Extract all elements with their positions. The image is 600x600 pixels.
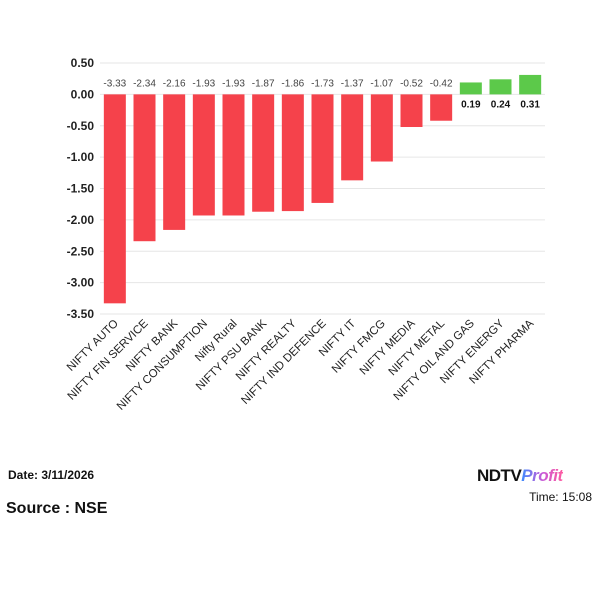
data-label: -1.86: [281, 78, 304, 89]
y-tick-label: -3.00: [67, 276, 95, 290]
data-label: -1.73: [311, 78, 334, 89]
data-label: -2.16: [163, 78, 186, 89]
bar: [133, 94, 156, 242]
data-label: 0.31: [520, 99, 540, 110]
bar: [519, 74, 542, 95]
x-tick-label: NIFTY AUTO: [65, 318, 121, 374]
y-tick-label: -1.50: [67, 182, 95, 196]
logo-ndtv: NDTV: [477, 466, 522, 485]
date-label: Date: 3/11/2026: [8, 468, 95, 482]
bar: [459, 82, 482, 95]
bar: [163, 94, 186, 230]
bar: [341, 94, 364, 181]
y-tick-label: -0.50: [67, 119, 95, 133]
bar: [311, 94, 334, 203]
bar-chart: 0.50 0.00 -0.50 -1.00 -1.50 -2.00 -2.50 -3.00 -3…: [65, 56, 545, 413]
data-label: -1.93: [222, 78, 245, 89]
data-label: -1.37: [341, 78, 364, 89]
bar: [370, 94, 393, 162]
y-tick-label: -1.00: [67, 150, 95, 164]
data-label: -1.87: [252, 78, 275, 89]
bar: [103, 94, 126, 304]
data-label: -3.33: [103, 78, 126, 89]
ndtv-profit-logo: NDTVProfit: [477, 466, 563, 486]
data-label: -0.42: [430, 78, 453, 89]
time-label: Time: 15:08: [529, 490, 592, 504]
y-tick-label: -2.50: [67, 244, 95, 258]
data-label: -1.07: [370, 78, 393, 89]
y-tick-label: 0.50: [71, 56, 95, 70]
data-label: 0.19: [461, 99, 481, 110]
y-tick-label: -2.00: [67, 213, 95, 227]
bar: [252, 94, 275, 212]
bar: [489, 79, 512, 95]
y-tick-label: 0.00: [71, 87, 95, 101]
bar: [281, 94, 304, 212]
y-tick-label: -3.50: [67, 307, 95, 321]
bar: [222, 94, 245, 216]
data-label: -1.93: [192, 78, 215, 89]
bar: [192, 94, 215, 216]
source-label: Source : NSE: [6, 500, 108, 517]
data-label: -0.52: [400, 78, 423, 89]
data-label: -2.34: [133, 78, 156, 89]
bar: [400, 94, 423, 128]
bar: [430, 94, 453, 121]
logo-profit: Profit: [521, 466, 563, 485]
data-label: 0.24: [491, 99, 511, 110]
